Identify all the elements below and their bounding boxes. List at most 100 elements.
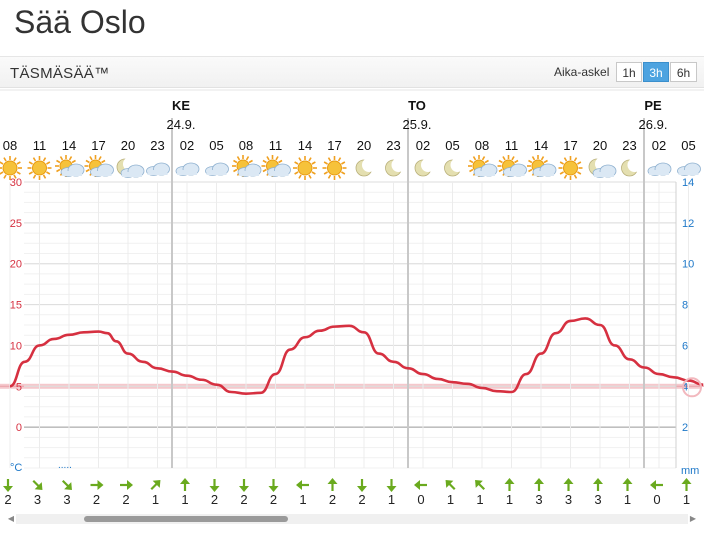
time-step-6h-button[interactable]: 6h [670,62,697,82]
hour-label: 05 [209,138,223,153]
reference-marker-icon [682,377,702,398]
wind-arrow-icon [475,480,486,491]
moon-cloud-icon [116,157,145,178]
sun-icon [0,156,22,180]
wind-arrow-icon [357,479,367,492]
hour-label: 20 [121,138,135,153]
precip-axis-unit: mm [681,465,699,477]
precip-tick-label: 12 [682,218,694,230]
wind-arrow-icon [180,478,190,491]
hour-label: 17 [327,138,341,153]
hour-label: 08 [475,138,489,153]
wind-speed-label: 2 [93,492,100,507]
precip-tick-label: 10 [682,259,694,271]
scrollbar-thumb[interactable] [84,516,288,522]
temp-axis-unit: °C [10,462,22,474]
forecast-chart-area[interactable]: KE 24.9. TO 25.9. PE 26.9. 08 11 14 17 20 23 02 05 08… [0,88,704,528]
cloud-icon [677,162,701,176]
hour-label: 08 [3,138,17,153]
day-name: KE [172,98,190,113]
wind-speed-label: 3 [565,492,572,507]
sun-cloud-icon [497,155,527,177]
hour-label: 17 [563,138,577,153]
sun-icon [27,156,52,180]
wind-speed-label: 2 [358,492,365,507]
moon-icon [444,158,465,177]
time-step-label: Aika-askel [554,65,610,79]
brand-label: TÄSMÄSÄÄ™ [10,65,110,82]
wind-speed-label: 2 [240,492,247,507]
hour-label: 02 [652,138,666,153]
hour-label: 11 [505,138,519,153]
hour-label: 14 [534,138,548,153]
moon-icon [414,158,435,177]
hour-label: 08 [239,138,253,153]
hour-label: 11 [33,138,47,153]
precip-tick-label: 14 [682,177,694,189]
hour-label: 02 [180,138,194,153]
wind-speed-label: 2 [211,492,218,507]
hour-label: 17 [91,138,105,153]
day-name: TO [408,98,426,113]
day-date: 24.9. [167,117,196,132]
wind-arrow-icon [268,479,279,492]
cloud-icon [647,162,672,176]
wind-arrow-icon [296,480,309,490]
wind-arrow-icon [563,478,574,491]
wind-speed-label: 0 [653,492,660,507]
scroll-left-icon[interactable]: ◀ [7,514,15,523]
wind-speed-label: 1 [447,492,454,507]
wind-arrow-icon [150,480,161,491]
scroll-right-icon[interactable]: ▶ [689,514,697,523]
wind-speed-label: 1 [506,492,513,507]
sun-cloud-icon [84,155,114,177]
cloud-icon [146,162,170,176]
wind-speed-label: 2 [4,492,11,507]
cloud-icon [205,162,229,176]
wind-arrow-icon [445,480,456,491]
time-step-1h-button[interactable]: 1h [616,62,642,82]
wind-arrow-icon [593,478,603,491]
wind-speed-label: 1 [181,492,188,507]
day-date: 25.9. [403,117,432,132]
temp-tick-label: 20 [10,259,22,271]
wind-arrow-icon [534,478,544,491]
wind-speed-label: 1 [152,492,159,507]
wind-arrow-icon [504,478,515,491]
wind-arrow-icon [650,480,663,490]
scrollbar-track[interactable] [16,514,688,524]
wind-arrow-icon [622,478,633,491]
cloud-icon [175,162,200,176]
wind-speed-label: 1 [476,492,483,507]
temp-tick-label: 5 [16,381,22,393]
wind-speed-label: 1 [299,492,306,507]
wind-speed-label: 3 [535,492,542,507]
wind-arrow-icon [61,479,72,490]
sun-cloud-icon [261,155,291,177]
hour-label: 23 [622,138,636,153]
hour-label: 05 [445,138,459,153]
time-step-3h-button[interactable]: 3h [643,62,669,82]
wind-speed-label: 1 [683,492,690,507]
wind-arrow-icon [414,480,427,490]
wind-speed-label: 1 [624,492,631,507]
horizontal-scrollbar[interactable]: ◀ ▶ [6,514,698,524]
hour-label: 23 [386,138,400,153]
hour-label: 23 [150,138,164,153]
temp-tick-label: 0 [16,422,22,434]
hour-label: 02 [416,138,430,153]
temp-tick-label: 10 [10,340,22,352]
sun-icon [293,156,317,180]
wind-speed-label: 2 [270,492,277,507]
moon-cloud-icon [588,157,617,178]
hour-label: 14 [298,138,312,153]
sun-icon [558,156,583,180]
temp-tick-label: 15 [10,300,22,312]
wind-arrow-icon [386,479,397,492]
moon-icon [385,158,406,177]
page-title: Sää Oslo [14,4,146,40]
hour-label: 05 [681,138,695,153]
sun-cloud-icon [55,155,85,177]
wind-speed-label: 3 [34,492,41,507]
